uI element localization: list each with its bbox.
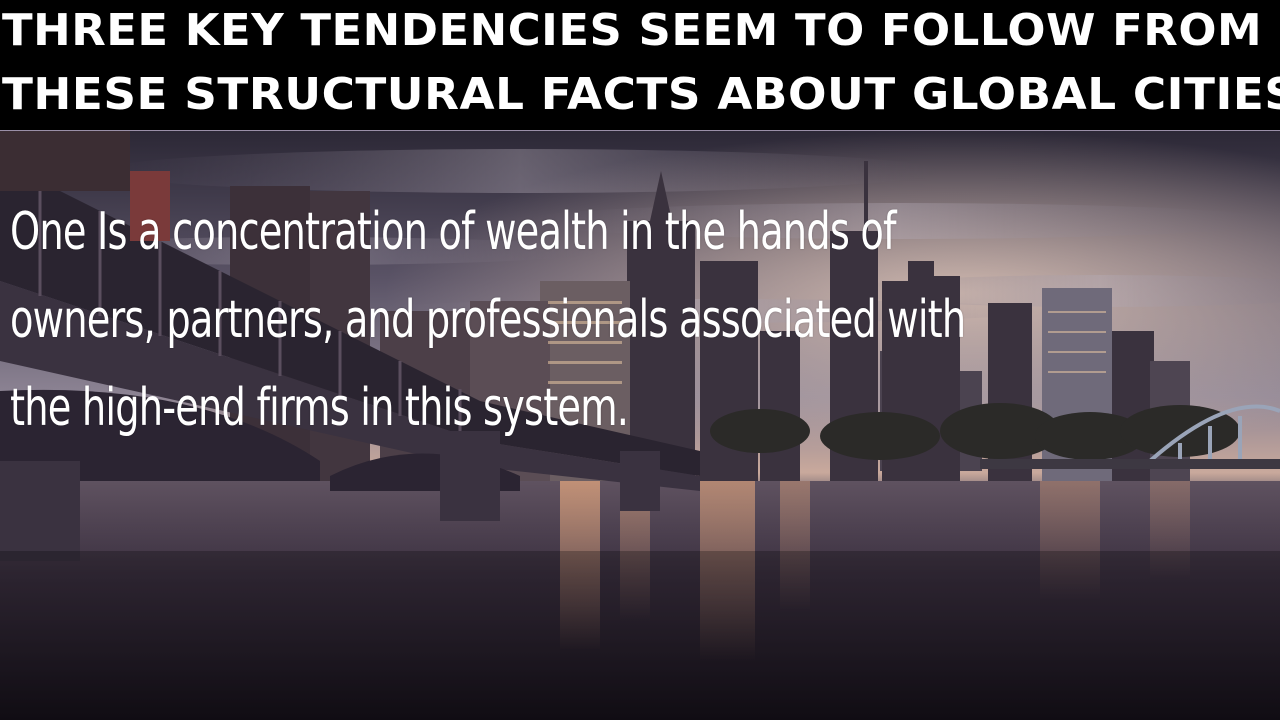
title-bar: THREE KEY TENDENCIES SEEM TO FOLLOW FROM…	[0, 0, 1280, 130]
slide-body-text: One Is a concentration of wealth in the …	[10, 202, 966, 438]
slide-title-line-1: THREE KEY TENDENCIES SEEM TO FOLLOW FROM	[2, 5, 1263, 56]
background-city-photo	[0, 131, 1280, 720]
title-divider	[0, 130, 1280, 131]
slide-title-line-2: THESE STRUCTURAL FACTS ABOUT GLOBAL CITI…	[2, 69, 1280, 120]
